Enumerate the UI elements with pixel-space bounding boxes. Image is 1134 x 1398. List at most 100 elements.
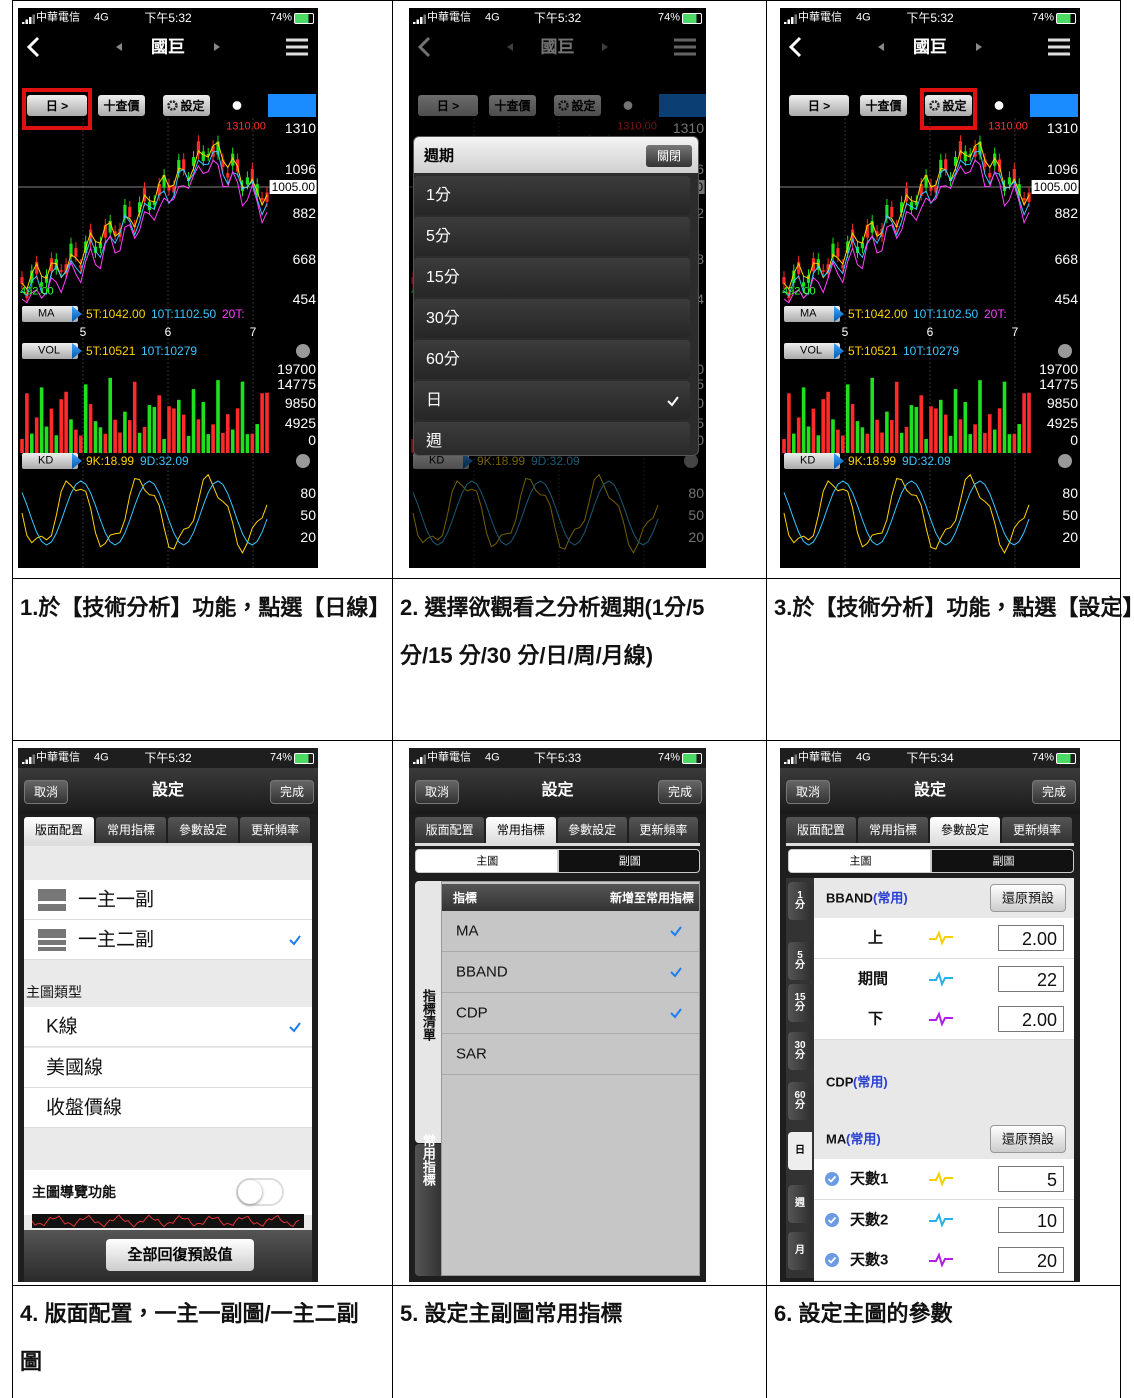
tab[interactable]: 常用指標 [486,817,555,843]
indicator-row[interactable]: MA [442,911,699,952]
kd-line [22,475,267,553]
volume-bar [221,433,225,453]
caption: 2. 選擇欲觀看之分析週期(1分/5 分/15 分/30 分/日/周/月線) [400,584,760,680]
indicator-button[interactable]: MA [22,306,78,322]
volume-bar [20,439,24,453]
subtab[interactable]: 副圖 [558,849,701,873]
header-button-label: 完成 [280,786,304,798]
period-option[interactable]: 30分 [414,299,690,338]
indicator-name: MA [800,309,817,320]
param-input[interactable]: 22 [998,966,1064,992]
indicator-button[interactable]: KD [784,453,840,469]
ma-line [22,142,267,289]
volume-bar [812,409,816,453]
layout-option[interactable]: 一主二副 [24,920,312,960]
volume-bar [880,433,884,453]
toolbar-button[interactable]: 日 > [789,95,849,116]
line-color-icon [928,971,954,987]
restore-label: 還原預設 [1002,1133,1054,1146]
tab[interactable]: 版面配置 [786,817,856,843]
period-tab[interactable]: 月 [788,1232,812,1270]
period-option[interactable]: 15分 [414,258,690,297]
indicator-button[interactable]: VOL [22,343,78,359]
header-title: 設定 [152,783,184,799]
tab[interactable]: 版面配置 [415,817,484,843]
line-color-icon [928,1212,954,1228]
tab[interactable]: 常用指標 [858,817,928,843]
nav-bar: 國巨 [18,30,318,64]
volume-bar [108,378,112,453]
indicator-row[interactable]: CDP [442,993,699,1034]
tab[interactable]: 參數設定 [168,817,238,843]
kd-line [784,475,1029,553]
chart-type-option[interactable]: 美國線 [24,1048,312,1088]
carrier: 中華電信 [36,13,80,24]
tab[interactable]: 參數設定 [930,817,1000,843]
tab[interactable]: 參數設定 [558,817,627,843]
param-input[interactable]: 2.00 [998,925,1064,951]
header-button[interactable]: 完成 [1032,780,1076,804]
period-tab[interactable]: 日 [788,1132,812,1170]
tab[interactable]: 更新頻率 [1002,817,1072,843]
indicator-button[interactable]: MA [784,306,840,322]
period-tab[interactable]: 15分 [788,984,812,1022]
period-tab[interactable]: 1分 [788,882,812,920]
param-label: 天數3 [850,1253,888,1268]
volume-bar [856,421,860,453]
period-label: 5分 [426,229,451,245]
ma-line [784,151,1029,295]
signal-bar [795,755,798,765]
toolbar-button[interactable]: 十查價 [860,95,907,116]
tab[interactable]: 版面配置 [24,817,94,843]
reset-button[interactable]: 全部回復預設值 [106,1239,254,1271]
toggle[interactable] [236,1178,284,1206]
period-label: 週 [426,434,442,450]
restore-button[interactable]: 還原預設 [990,884,1066,912]
period-tab[interactable]: 5分 [788,942,812,980]
subtab[interactable]: 主圖 [788,849,931,873]
subtab[interactable]: 副圖 [931,849,1074,873]
chart-type-option[interactable]: 收盤價線 [24,1088,312,1128]
header-button[interactable]: 完成 [658,780,702,804]
indicator-button[interactable]: KD [22,453,78,469]
toolbar-button[interactable]: 設定 [163,95,210,116]
close-button[interactable]: 關閉 [646,145,692,167]
table-line [1120,0,1121,1398]
period-option[interactable]: 日 [414,381,690,420]
period-tab[interactable]: 週 [788,1185,812,1223]
param-input[interactable]: 5 [998,1166,1064,1192]
header-button[interactable]: 完成 [270,780,314,804]
close-label: 關閉 [657,150,681,162]
param-input[interactable]: 20 [998,1247,1064,1273]
period-option[interactable]: 5分 [414,217,690,256]
header-button[interactable]: 取消 [415,780,459,804]
tab[interactable]: 常用指標 [96,817,166,843]
period-tab[interactable]: 60分 [788,1082,812,1120]
tab[interactable]: 更新頻率 [629,817,698,843]
chart-type-option[interactable]: K線 [24,1007,312,1047]
header-button[interactable]: 取消 [24,780,68,804]
stock-name: 國巨 [151,39,185,56]
param-input[interactable]: 10 [998,1207,1064,1233]
param-input[interactable]: 2.00 [998,1006,1064,1032]
volume-bar [192,389,196,453]
period-tab[interactable]: 30分 [788,1032,812,1070]
period-option[interactable]: 60分 [414,340,690,379]
period-option[interactable]: 週 [414,422,690,456]
layout-option[interactable]: 一主一副 [24,880,312,920]
stock-name: 國巨 [913,39,947,56]
volume-bar [143,427,147,453]
subtab-label: 副圖 [993,857,1015,868]
indicator-row[interactable]: BBAND [442,952,699,993]
indicator-button[interactable]: VOL [784,343,840,359]
check-icon [288,933,302,947]
toolbar-label: 日 > [808,100,830,112]
tab[interactable]: 更新頻率 [240,817,310,843]
header-button[interactable]: 取消 [786,780,830,804]
volume-bar [866,434,870,453]
subtab[interactable]: 主圖 [415,849,558,873]
toolbar-button[interactable]: 十查價 [98,95,145,116]
restore-button[interactable]: 還原預設 [990,1125,1066,1153]
indicator-row[interactable]: SAR [442,1034,699,1075]
period-option[interactable]: 1分 [414,176,690,215]
